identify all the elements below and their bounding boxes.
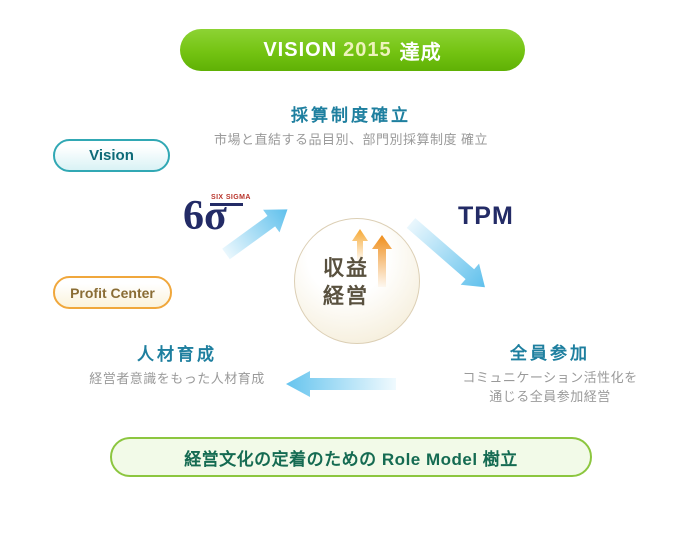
goal-right-title: 全員参加 — [510, 344, 590, 363]
goal-right-participation: 全員参加 コミュニケーション活性化を 通じる全員参加経営 — [419, 339, 681, 407]
goal-top-subtitle: 市場と直結する品目別、部門別採算制度 確立 — [213, 132, 489, 147]
arrow-down-right-icon — [405, 213, 501, 306]
vision-2015-banner: VISION 2015 達成 — [180, 29, 525, 71]
goal-left-subtitle: 経営者意識をもった人材育成 — [89, 371, 265, 386]
role-model-banner-label: 経営文化の定着のための Role Model 樹立 — [184, 449, 518, 469]
circle-label-line1: 収益 — [323, 257, 369, 280]
goal-right-subtitle-line1: コミュニケーション活性化を — [462, 370, 638, 385]
goal-top-accounting: 採算制度確立 市場と直結する品目別、部門別採算制度 確立 — [151, 101, 551, 150]
arrow-left-icon — [283, 369, 399, 404]
growth-arrows-icon — [349, 229, 397, 296]
goal-left-title: 人材育成 — [137, 345, 217, 364]
circle-label-line2: 経営 — [323, 285, 369, 309]
circle-label: 収益 経営 — [323, 255, 369, 312]
banner-word-vision: VISION — [263, 38, 338, 61]
sigma-overbar — [210, 203, 243, 206]
role-model-banner: 経営文化の定着のための Role Model 樹立 — [110, 437, 592, 477]
tpm-label: TPM — [458, 202, 514, 230]
vision-pill: Vision — [53, 139, 170, 172]
goal-right-subtitle: コミュニケーション活性化を 通じる全員参加経営 — [419, 369, 681, 407]
six-sigma-caption: SIX SIGMA — [211, 194, 251, 201]
goal-left-hr: 人材育成 経営者意識をもった人材育成 — [47, 340, 307, 389]
profit-center-pill: Profit Center — [53, 276, 172, 309]
profit-management-circle: 収益 経営 — [294, 218, 420, 344]
six-sigma-logo: 6σ SIX SIGMA — [183, 190, 253, 242]
goal-top-title: 採算制度確立 — [291, 106, 411, 125]
banner-word-goal: 達成 — [399, 41, 442, 64]
arrow-up-right-icon — [222, 198, 300, 267]
banner-word-year: 2015 — [343, 38, 392, 61]
profit-center-pill-label: Profit Center — [70, 284, 155, 301]
vision-pill-label: Vision — [89, 147, 134, 164]
goal-right-subtitle-line2: 通じる全員参加経営 — [489, 388, 611, 404]
